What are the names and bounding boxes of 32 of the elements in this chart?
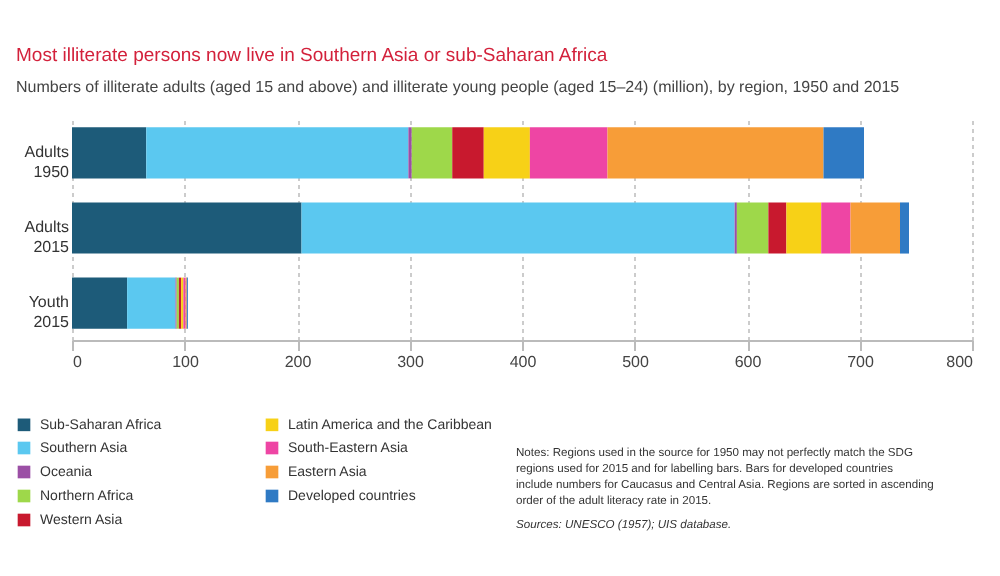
chart-title: Most illiterate persons now live in Southern Asia or sub-Saharan Africa [16, 45, 609, 67]
x-tick-label: 700 [847, 353, 875, 371]
bar [850, 202, 900, 254]
chart-subtitle: Numbers of illiterate adults (aged 15 and above) and illiterate young people (aged 15–24) (million), by region, 1950 and 2015 [16, 78, 901, 96]
bar [72, 202, 302, 254]
bar [768, 202, 787, 254]
bar [900, 202, 909, 254]
bar [821, 202, 851, 254]
bar [607, 127, 824, 179]
x-tick-label: 300 [397, 353, 425, 371]
x-tick-label: 100 [172, 353, 200, 371]
y-tick-label: Adults 1950 [24, 142, 71, 181]
bar [146, 127, 409, 179]
x-tick-label: 200 [284, 353, 313, 371]
bar [411, 127, 453, 179]
y-tick-label: Adults 2015 [24, 218, 71, 256]
bar [72, 277, 128, 329]
x-tick-label: 500 [622, 353, 650, 371]
bar [786, 202, 822, 254]
bar [301, 202, 735, 254]
x-tick-label: 800 [946, 353, 975, 371]
x-tick-label: 400 [509, 353, 538, 371]
y-tick-label: Youth 2015 [28, 293, 71, 332]
bar [72, 127, 147, 179]
bar [529, 127, 608, 179]
bar [452, 127, 484, 179]
bar [823, 127, 864, 179]
bar [736, 202, 769, 254]
x-tick-label: 0 [73, 353, 83, 371]
x-tick-label: 600 [734, 353, 763, 371]
bar [483, 127, 530, 179]
bar [127, 277, 176, 329]
